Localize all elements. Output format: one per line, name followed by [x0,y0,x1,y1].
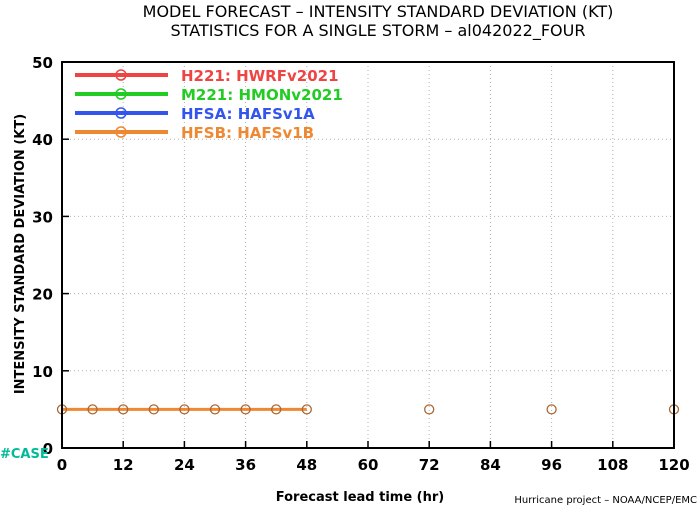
chart-title: MODEL FORECAST – INTENSITY STANDARD DEVI… [143,2,614,21]
x-tick-label: 48 [296,456,317,474]
data-point [424,404,435,415]
legend-marker [115,69,127,81]
y-tick-label: 30 [32,208,53,226]
footer-credit: Hurricane project – NOAA/NCEP/EMC [514,495,697,506]
x-tick-label: 84 [480,456,501,474]
x-axis-title: Forecast lead time (hr) [276,490,444,505]
data-point [240,404,251,415]
data-point [118,404,129,415]
data-point [209,404,221,415]
x-tick-label: 60 [358,456,379,474]
data-point [301,404,312,415]
y-axis-ticks: 0 10 20 30 40 50 [32,54,69,458]
x-tick-label: 96 [541,456,562,474]
x-tick-label: 12 [113,456,134,474]
data-point [271,404,282,415]
chart-subtitle: STATISTICS FOR A SINGLE STORM – al042022… [171,21,586,41]
legend-entry: M221: HMONv2021 [181,86,343,104]
x-tick-label: 72 [419,456,440,474]
y-axis-title: INTENSITY STANDARD DEVIATION (KT) [13,114,28,394]
data-point [546,404,557,415]
y-tick-label: 10 [32,363,53,381]
legend-entry: HFSA: HAFSv1A [181,105,315,123]
x-tick-label: 24 [174,456,195,474]
y-tick-label: 0 [43,440,53,458]
x-tick-label: 36 [235,456,256,474]
legend-marker [115,88,127,100]
case-label: #CASE [0,447,49,462]
y-tick-label: 50 [32,54,53,72]
grid [62,62,674,448]
data-point [87,404,98,415]
legend-marker [115,126,127,138]
legend-marker [115,107,127,119]
x-axis-ticks: 0 12 24 36 48 60 72 84 96 108 120 [57,441,690,474]
data-point [148,404,159,415]
data-point [179,404,190,415]
x-tick-label: 120 [658,456,689,474]
x-tick-label: 108 [597,456,628,474]
y-tick-label: 40 [32,131,53,149]
x-tick-label: 0 [57,456,67,474]
y-tick-label: 20 [32,286,53,304]
legend-entry: HFSB: HAFSv1B [181,124,314,142]
legend-entry: H221: HWRFv2021 [181,67,339,85]
